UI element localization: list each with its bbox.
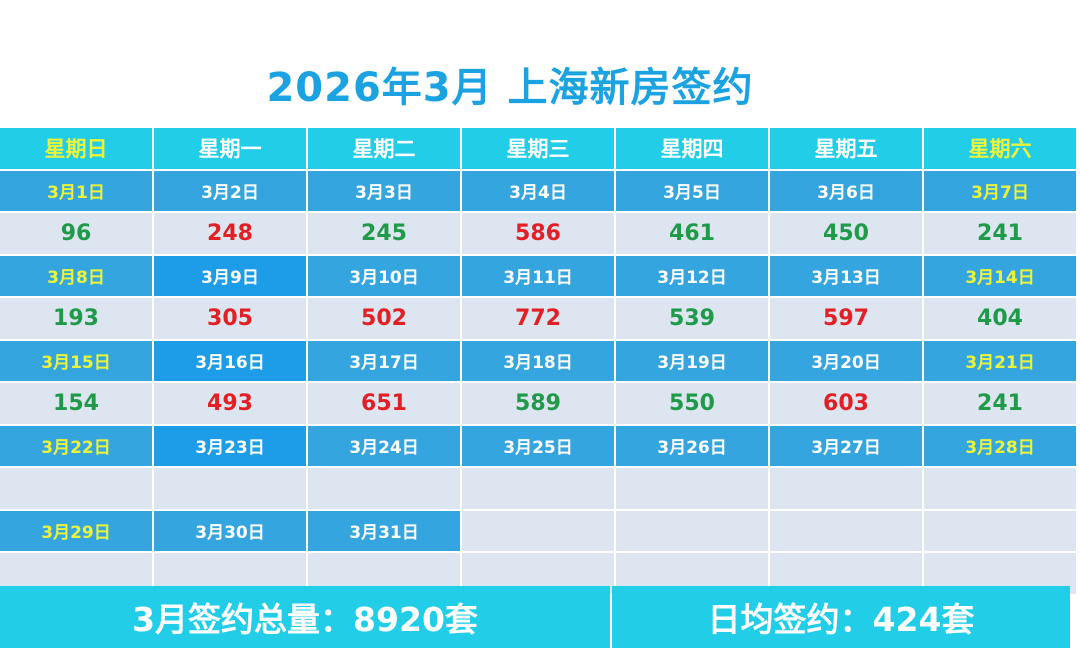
date-cell: 3月19日 bbox=[616, 340, 768, 381]
value-cell: 589 bbox=[462, 383, 614, 424]
value-cell: 651 bbox=[308, 383, 460, 424]
date-cell: 3月28日 bbox=[924, 425, 1076, 466]
empty-cell bbox=[770, 510, 922, 551]
page-title: 2026年3月 上海新房签约 bbox=[266, 65, 754, 111]
value-cell: 241 bbox=[924, 383, 1076, 424]
value-cell: 404 bbox=[924, 298, 1076, 339]
date-cell: 3月8日 bbox=[0, 255, 152, 296]
date-cell: 3月13日 bbox=[770, 255, 922, 296]
date-cell: 3月12日 bbox=[616, 255, 768, 296]
weekday-header-sat: 星期六 bbox=[924, 128, 1076, 169]
value-cell: 245 bbox=[308, 213, 460, 254]
value-cell: 154 bbox=[0, 383, 152, 424]
date-cell: 3月6日 bbox=[770, 170, 922, 211]
date-cell: 3月24日 bbox=[308, 425, 460, 466]
date-cell: 3月15日 bbox=[0, 340, 152, 381]
calendar-table: 星期日 星期一 星期二 星期三 星期四 星期五 星期六 3月1日 3月2日 3月… bbox=[0, 128, 1076, 594]
date-cell: 3月16日 bbox=[154, 340, 306, 381]
empty-cell bbox=[616, 510, 768, 551]
value-cell: 241 bbox=[924, 213, 1076, 254]
value-cell: 493 bbox=[154, 383, 306, 424]
date-cell: 3月1日 bbox=[0, 170, 152, 211]
empty-cell bbox=[462, 510, 614, 551]
empty-cell bbox=[154, 468, 306, 509]
empty-cell bbox=[770, 468, 922, 509]
date-cell: 3月22日 bbox=[0, 425, 152, 466]
weekday-header-sun: 星期日 bbox=[0, 128, 152, 169]
monthly-total: 3月签约总量：8920套 bbox=[0, 586, 610, 648]
date-cell: 3月26日 bbox=[616, 425, 768, 466]
value-cell: 96 bbox=[0, 213, 152, 254]
date-cell: 3月2日 bbox=[154, 170, 306, 211]
summary-bar: 3月签约总量：8920套 日均签约：424套 bbox=[0, 586, 1070, 648]
empty-cell bbox=[308, 468, 460, 509]
date-cell: 3月21日 bbox=[924, 340, 1076, 381]
date-cell: 3月29日 bbox=[0, 510, 152, 551]
date-cell: 3月31日 bbox=[308, 510, 460, 551]
date-cell: 3月30日 bbox=[154, 510, 306, 551]
daily-average: 日均签约：424套 bbox=[612, 586, 1070, 648]
empty-cell bbox=[0, 468, 152, 509]
value-cell: 550 bbox=[616, 383, 768, 424]
weekday-header-mon: 星期一 bbox=[154, 128, 306, 169]
weekday-header-thu: 星期四 bbox=[616, 128, 768, 169]
date-cell: 3月4日 bbox=[462, 170, 614, 211]
empty-cell bbox=[616, 468, 768, 509]
date-cell: 3月18日 bbox=[462, 340, 614, 381]
date-cell: 3月3日 bbox=[308, 170, 460, 211]
date-cell: 3月11日 bbox=[462, 255, 614, 296]
date-cell: 3月17日 bbox=[308, 340, 460, 381]
value-cell: 597 bbox=[770, 298, 922, 339]
empty-cell bbox=[924, 468, 1076, 509]
value-cell: 772 bbox=[462, 298, 614, 339]
date-cell: 3月10日 bbox=[308, 255, 460, 296]
date-cell: 3月7日 bbox=[924, 170, 1076, 211]
empty-cell bbox=[924, 510, 1076, 551]
date-cell: 3月5日 bbox=[616, 170, 768, 211]
date-cell: 3月14日 bbox=[924, 255, 1076, 296]
weekday-header-fri: 星期五 bbox=[770, 128, 922, 169]
value-cell: 193 bbox=[0, 298, 152, 339]
value-cell: 586 bbox=[462, 213, 614, 254]
date-cell: 3月23日 bbox=[154, 425, 306, 466]
date-cell: 3月9日 bbox=[154, 255, 306, 296]
value-cell: 305 bbox=[154, 298, 306, 339]
value-cell: 450 bbox=[770, 213, 922, 254]
value-cell: 502 bbox=[308, 298, 460, 339]
weekday-header-wed: 星期三 bbox=[462, 128, 614, 169]
date-cell: 3月20日 bbox=[770, 340, 922, 381]
weekday-header-tue: 星期二 bbox=[308, 128, 460, 169]
value-cell: 461 bbox=[616, 213, 768, 254]
date-cell: 3月27日 bbox=[770, 425, 922, 466]
value-cell: 539 bbox=[616, 298, 768, 339]
value-cell: 248 bbox=[154, 213, 306, 254]
date-cell: 3月25日 bbox=[462, 425, 614, 466]
empty-cell bbox=[462, 468, 614, 509]
value-cell: 603 bbox=[770, 383, 922, 424]
